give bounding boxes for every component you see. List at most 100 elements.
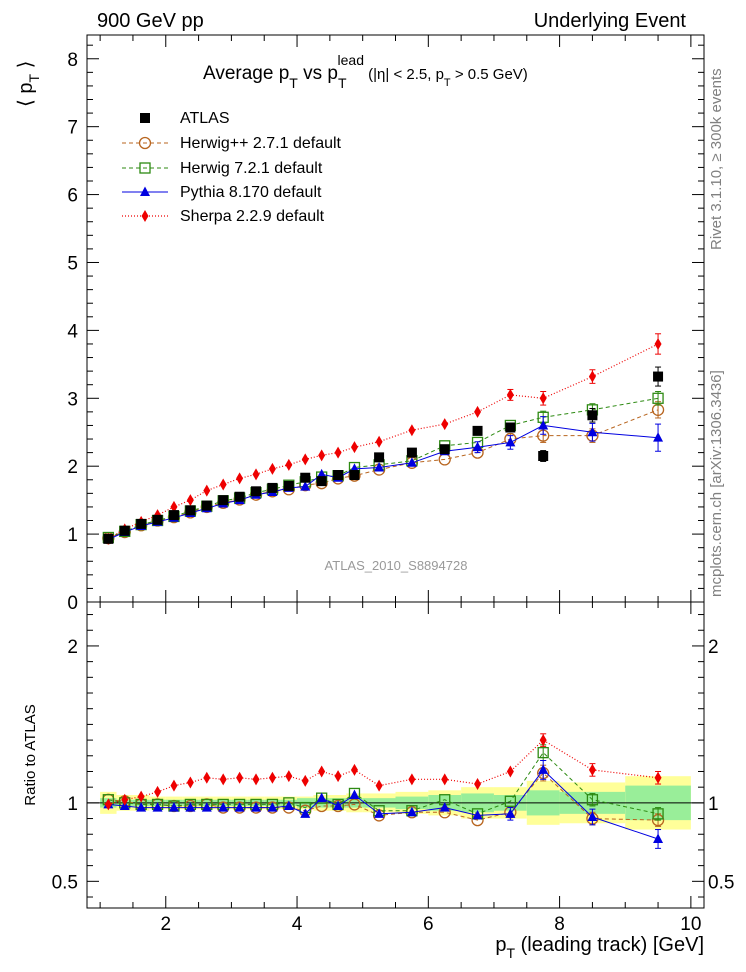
- ratio-point-pythia: [185, 802, 196, 812]
- ratio-point-sherpa: [375, 779, 383, 792]
- header-right-label: Underlying Event: [534, 10, 687, 32]
- main-point-atlas: [316, 476, 327, 487]
- x-tick-label: 4: [292, 914, 303, 935]
- main-y-tick-label: 4: [67, 321, 78, 342]
- ratio-point-sherpa: [154, 785, 162, 798]
- ratio-point-sherpa: [441, 773, 449, 786]
- main-series-sherpa: [104, 333, 662, 545]
- ratio-y-axis-label: Ratio to ATLAS: [22, 704, 39, 805]
- main-point-herwig7: [652, 392, 664, 404]
- ratio-point-sherpa: [170, 779, 178, 792]
- ratio-point-pythia: [406, 806, 417, 817]
- main-y-tick-label: 7: [67, 118, 78, 139]
- main-point-sherpa: [318, 449, 326, 462]
- ratio-point-pythia: [349, 789, 360, 800]
- ratio-point-sherpa: [285, 770, 293, 783]
- ratio-point-sherpa: [121, 793, 129, 806]
- ratio-point-sherpa: [588, 763, 596, 776]
- ratio-point-pythia: [201, 802, 212, 812]
- main-point-pythia: [406, 457, 417, 467]
- legend-entry-pythia: Pythia 8.170 default: [122, 184, 322, 201]
- legend-symbol-herwig7: [139, 162, 151, 174]
- main-point-sherpa: [375, 435, 383, 448]
- main-point-sherpa: [408, 424, 416, 437]
- main-point-atlas: [538, 451, 549, 462]
- main-point-sherpa: [474, 405, 482, 418]
- ratio-point-pythia: [538, 764, 549, 774]
- ratio-point-sherpa: [474, 778, 482, 791]
- ratio-point-sherpa: [350, 763, 358, 776]
- main-point-atlas: [406, 447, 417, 458]
- ratio-point-herwig7: [537, 746, 549, 759]
- legend-entry-herwig7: Herwig 7.2.1 default: [122, 160, 323, 177]
- ratio-y-tick-label-right: 0.5: [708, 872, 734, 893]
- main-point-sherpa: [252, 468, 260, 481]
- ratio-point-pythia: [152, 802, 163, 812]
- ratio-point-pythia: [300, 808, 311, 818]
- main-point-atlas: [251, 486, 262, 497]
- legend-entry-herwigpp: Herwig++ 2.7.1 default: [122, 135, 342, 152]
- main-point-atlas: [349, 470, 360, 481]
- ratio-point-pythia: [251, 802, 262, 812]
- main-point-atlas: [653, 371, 664, 382]
- main-point-atlas: [587, 410, 598, 421]
- main-point-pythia: [472, 441, 483, 452]
- main-line-sherpa: [107, 343, 659, 540]
- main-point-atlas: [103, 533, 114, 544]
- main-point-sherpa: [170, 500, 178, 513]
- ratio-point-pythia: [439, 802, 450, 812]
- main-y-tick-label: 0: [67, 593, 78, 614]
- legend-marker-pythia: [122, 186, 168, 196]
- main-point-sherpa: [588, 370, 596, 383]
- main-point-atlas: [300, 472, 311, 483]
- main-point-sherpa: [539, 392, 547, 405]
- legend-symbol-sherpa: [141, 210, 149, 222]
- ratio-point-sherpa: [252, 773, 260, 786]
- main-y-tick-label: 5: [67, 253, 78, 274]
- ratio-series-sherpa: [104, 733, 662, 811]
- ratio-point-sherpa: [506, 765, 514, 778]
- x-tick-label: 10: [680, 914, 701, 935]
- main-point-sherpa: [301, 453, 309, 466]
- main-point-atlas: [119, 525, 130, 536]
- x-tick-label: 6: [423, 914, 434, 935]
- ratio-point-sherpa: [236, 771, 244, 784]
- main-point-sherpa: [203, 484, 211, 497]
- main-series-atlas: [103, 366, 664, 544]
- main-point-pythia: [300, 481, 311, 491]
- analysis-watermark: ATLAS_2010_S8894728: [325, 558, 468, 573]
- ratio-point-herwig7: [504, 795, 517, 807]
- main-y-tick-label: 6: [67, 186, 78, 207]
- ratio-point-pythia: [653, 833, 664, 843]
- main-line-pythia: [108, 424, 659, 540]
- main-point-pythia: [538, 419, 549, 430]
- main-point-sherpa: [334, 446, 342, 459]
- ratio-point-pythia: [267, 802, 278, 812]
- main-y-tick-label: 8: [67, 50, 78, 71]
- main-point-sherpa: [268, 462, 276, 475]
- main-y-tick-label: 1: [67, 525, 78, 546]
- ratio-point-sherpa: [539, 734, 547, 747]
- ratio-y-tick-label-right: 2: [708, 637, 719, 658]
- main-point-atlas: [168, 510, 179, 521]
- main-point-atlas: [185, 505, 196, 516]
- main-point-sherpa: [219, 478, 227, 491]
- legend-entry-atlas: ATLAS: [140, 110, 230, 127]
- ratio-point-sherpa: [334, 770, 342, 783]
- legend-label-herwigpp: Herwig++ 2.7.1 default: [180, 135, 342, 152]
- main-point-atlas: [267, 482, 278, 493]
- ratio-point-herwig7: [586, 794, 599, 806]
- ratio-point-pythia: [218, 802, 229, 812]
- ratio-point-pythia: [316, 792, 327, 803]
- ratio-point-pythia: [333, 800, 344, 810]
- ratio-y-tick-label-right: 1: [708, 794, 719, 815]
- main-point-atlas: [136, 518, 147, 529]
- main-point-atlas: [201, 500, 212, 511]
- ratio-point-pythia: [136, 802, 147, 812]
- ratio-point-pythia: [234, 802, 245, 812]
- main-point-pythia: [316, 468, 327, 479]
- ratio-point-sherpa: [186, 776, 194, 789]
- ratio-point-sherpa: [301, 774, 309, 787]
- mcplots-reference-label: mcplots.cern.ch [arXiv:1306.3436]: [708, 370, 725, 597]
- legend-marker-herwig7: [122, 162, 168, 174]
